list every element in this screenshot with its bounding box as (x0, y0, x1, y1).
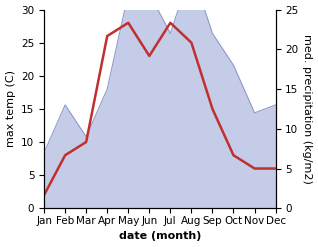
Y-axis label: max temp (C): max temp (C) (5, 70, 16, 147)
Y-axis label: med. precipitation (kg/m2): med. precipitation (kg/m2) (302, 34, 313, 184)
X-axis label: date (month): date (month) (119, 231, 201, 242)
